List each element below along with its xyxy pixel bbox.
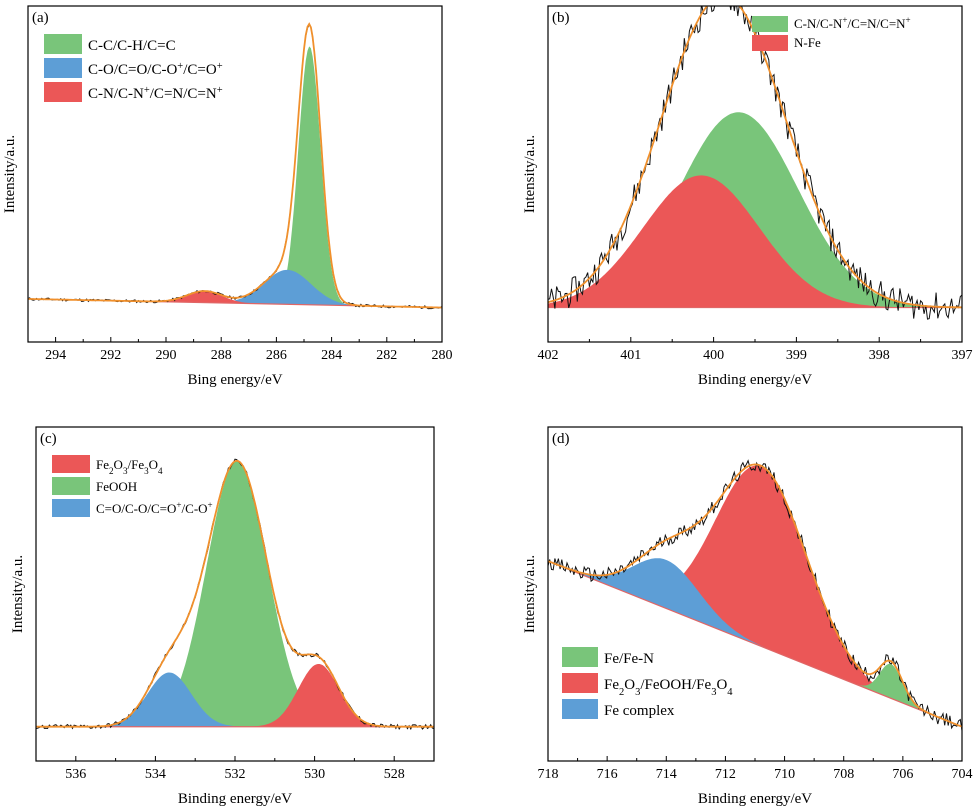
legend-swatch <box>44 58 82 78</box>
plot-area <box>36 458 434 731</box>
x-axis-label: Bing energy/eV <box>187 372 282 388</box>
y-axis-label: Intensity/a.u. <box>10 555 26 633</box>
x-tick-label: 282 <box>376 348 397 363</box>
legend: Fe/Fe-N Fe2O3/FeOOH/Fe3O4 Fe complex <box>562 647 733 719</box>
legend-swatch <box>52 499 90 517</box>
y-axis-label: Intensity/a.u. <box>522 555 538 633</box>
panel-label: (b) <box>552 10 570 26</box>
peak-c-o-c-o-c-o-c-o- <box>36 672 434 727</box>
plot-frame <box>27 5 443 343</box>
legend-label: N-Fe <box>794 35 821 50</box>
legend-label: Fe2O3/Fe3O4 <box>96 457 163 476</box>
legend-swatch <box>44 34 82 54</box>
panel-2: 402 401 400 399 398 397 Binding energy/eV Inten… <box>522 5 973 388</box>
x-tick-label: 530 <box>304 767 325 782</box>
y-axis-label: Intensity/a.u. <box>2 135 18 213</box>
x-tick-label: 398 <box>869 348 890 363</box>
legend-label: C-O/C=O/C-O+/C=O+ <box>88 61 223 79</box>
fit-envelope-line <box>548 463 962 728</box>
x-tick-label: 400 <box>703 348 724 363</box>
x-tick-label: 708 <box>833 767 854 782</box>
panel-4: 718 716 714 712 710 708 706 704 Binding energy/e… <box>522 426 973 807</box>
x-tick-label: 397 <box>952 348 973 363</box>
x-tick-label: 402 <box>538 348 559 363</box>
x-tick-label: 286 <box>266 348 287 363</box>
x-tick-label: 704 <box>952 767 973 782</box>
legend-label: C-N/C-N+/C=N/C=N+ <box>794 15 911 31</box>
panel-3: 536 534 532 530 528 Binding energy/eV Intensit… <box>10 426 435 807</box>
panel-label: (d) <box>552 431 570 447</box>
x-tick-label: 716 <box>597 767 618 782</box>
x-tick-label: 399 <box>786 348 807 363</box>
x-tick-label: 536 <box>65 767 86 782</box>
panel-label: (a) <box>32 10 49 26</box>
legend: C-C/C-H/C=C C-O/C=O/C-O+/C=O+ C-N/C-N+/C=N… <box>44 34 223 102</box>
legend-label: FeOOH <box>96 479 137 494</box>
legend-label: Fe/Fe-N <box>604 651 654 667</box>
x-axis-label: Binding energy/eV <box>178 791 292 807</box>
x-tick-label: 401 <box>620 348 641 363</box>
legend-swatch <box>44 82 82 102</box>
x-tick-label: 534 <box>145 767 166 782</box>
x-tick-label: 288 <box>211 348 232 363</box>
legend: C-N/C-N+/C=N/C=N+ N-Fe <box>752 15 911 51</box>
peak-fe-complex <box>548 558 962 727</box>
x-tick-label: 712 <box>715 767 736 782</box>
legend-label: Fe2O3/FeOOH/Fe3O4 <box>604 677 733 698</box>
x-tick-label: 706 <box>892 767 913 782</box>
x-tick-label: 292 <box>100 348 121 363</box>
x-tick-label: 290 <box>156 348 177 363</box>
legend: Fe2O3/Fe3O4 FeOOH C=O/C-O/C=O+/C-O+ <box>52 455 213 517</box>
legend-swatch <box>562 699 598 719</box>
x-axis-label: Binding energy/eV <box>698 791 812 807</box>
x-tick-label: 280 <box>432 348 453 363</box>
legend-swatch <box>752 16 788 32</box>
x-tick-label: 532 <box>225 767 246 782</box>
legend-swatch <box>752 35 788 51</box>
legend-swatch <box>562 673 598 693</box>
plot-area <box>548 6 962 320</box>
legend-swatch <box>52 455 90 473</box>
fit-envelope-line <box>36 459 434 728</box>
background-line <box>548 560 962 728</box>
x-tick-label: 528 <box>384 767 405 782</box>
peak-fe2o3-fe3o4 <box>36 664 434 727</box>
plot-area <box>548 459 962 731</box>
legend-label: C=O/C-O/C=O+/C-O+ <box>96 500 213 516</box>
x-axis-label: Binding energy/eV <box>698 372 812 388</box>
legend-label: C-C/C-H/C=C <box>88 38 176 54</box>
panel-1: 294 292 290 288 286 284 282 280 Bing energy/eV In… <box>2 5 453 388</box>
legend-label: C-N/C-N+/C=N/C=N+ <box>88 85 223 103</box>
fit-envelope-line <box>548 6 962 309</box>
legend-swatch <box>562 647 598 667</box>
legend-swatch <box>52 477 90 495</box>
legend-label: Fe complex <box>604 703 675 719</box>
x-tick-label: 718 <box>538 767 559 782</box>
peak-feooh <box>36 461 434 727</box>
y-axis-label: Intensity/a.u. <box>522 135 538 213</box>
x-tick-label: 284 <box>321 348 342 363</box>
peak-n-fe <box>548 175 962 308</box>
peak-fe2o3-feooh-fe3o4 <box>548 465 962 727</box>
x-tick-label: 710 <box>774 767 795 782</box>
fit-envelope-line <box>28 22 442 309</box>
panel-label: (c) <box>40 431 57 447</box>
x-tick-label: 294 <box>45 348 66 363</box>
plot-area <box>28 22 442 310</box>
x-tick-label: 714 <box>656 767 677 782</box>
